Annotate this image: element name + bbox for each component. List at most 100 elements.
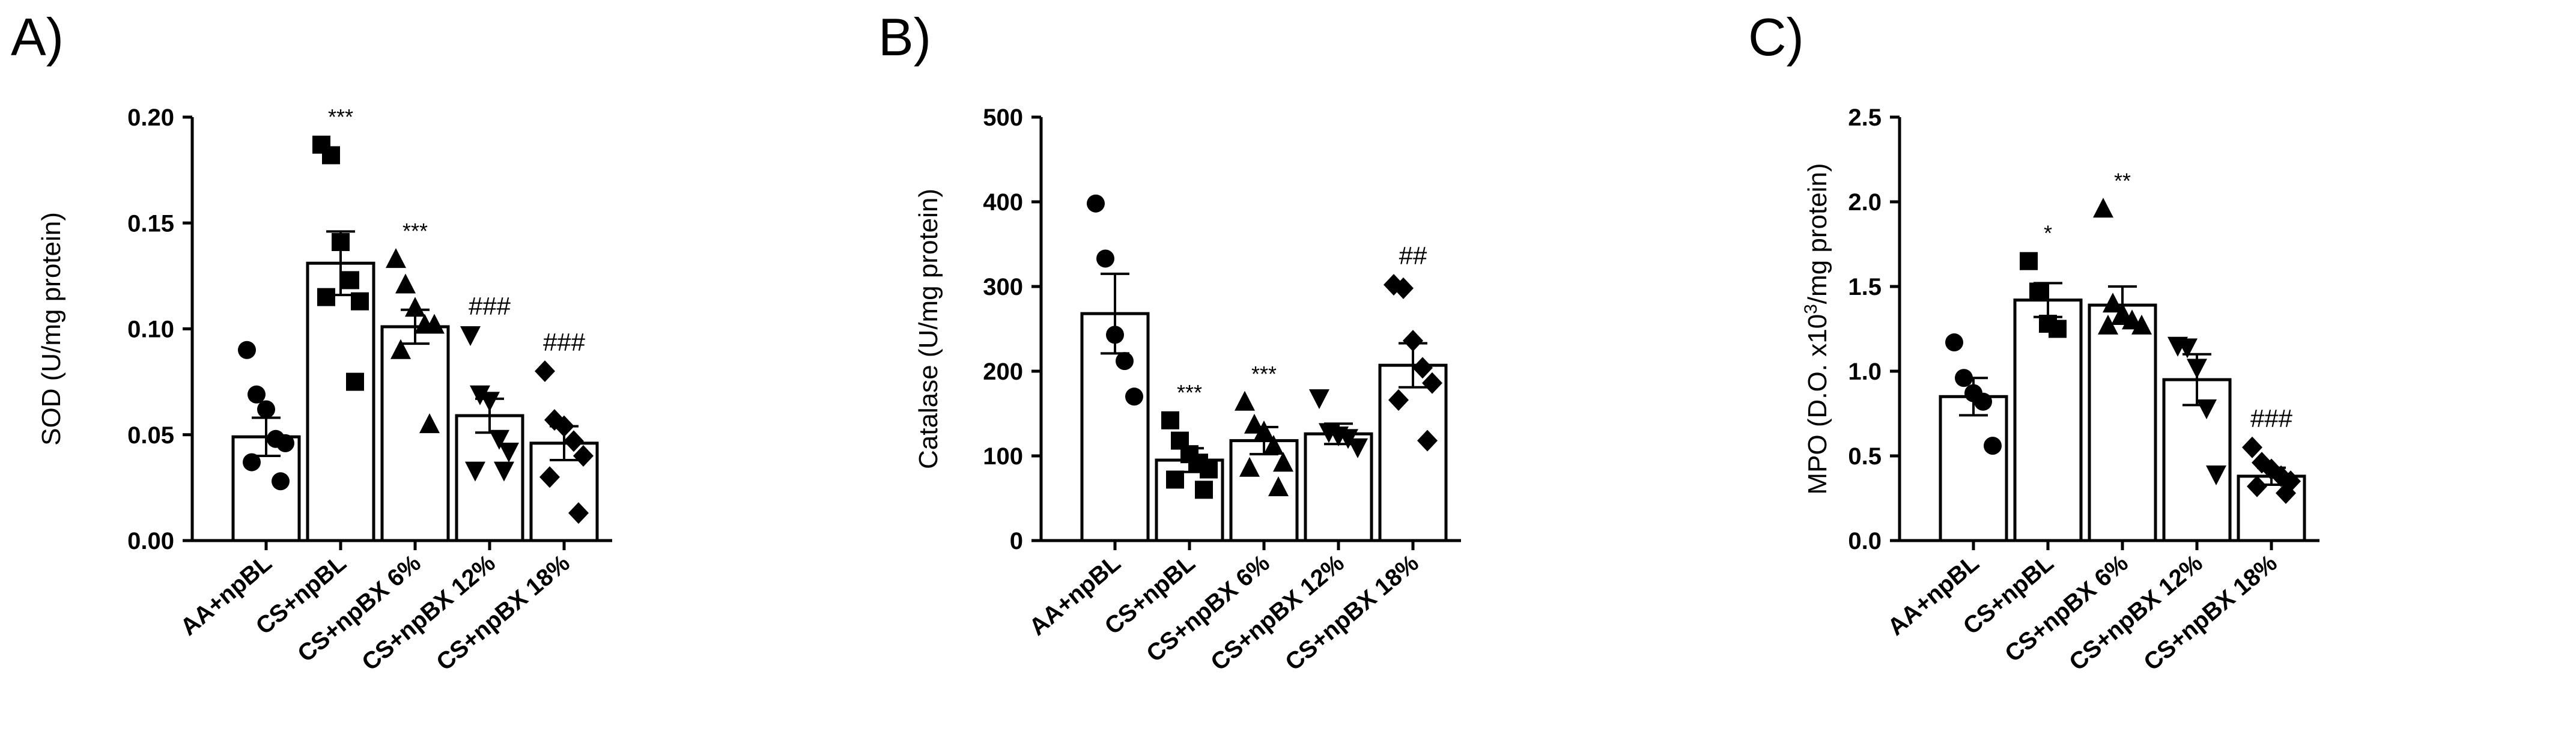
significance-marker: ## <box>1399 241 1427 270</box>
data-point-diamond <box>573 445 594 467</box>
bar <box>1378 363 1448 542</box>
data-point-triangle-up <box>390 339 411 359</box>
data-point-diamond <box>564 430 584 452</box>
data-point-square <box>346 372 364 391</box>
data-point-triangle-up <box>2131 314 2152 335</box>
data-point-square <box>2020 252 2038 270</box>
data-point-triangle-down <box>2206 465 2226 486</box>
significance-marker: *** <box>402 219 428 243</box>
data-point-diamond <box>535 360 555 382</box>
data-point-square <box>1200 460 1218 479</box>
data-point-triangle-down <box>470 385 490 405</box>
data-point-triangle-up <box>2103 293 2123 313</box>
y-tick-label: 500 <box>983 105 1023 131</box>
data-point-circle <box>1955 369 1973 387</box>
bar <box>1939 395 2008 542</box>
bar <box>2162 378 2232 542</box>
y-tick-label: 200 <box>983 359 1023 385</box>
data-point-triangle-down <box>1309 389 1329 410</box>
bar <box>1229 439 1299 542</box>
data-point-triangle-down <box>465 461 485 482</box>
y-axis-label-text: Catalase (U/mg protein) <box>914 189 943 469</box>
data-point-diamond <box>539 466 560 488</box>
data-point-diamond <box>1393 277 1414 299</box>
y-tick-label: 1.5 <box>1848 274 1882 300</box>
data-point-diamond <box>1403 330 1423 352</box>
y-axis-label: MPO (D.O. x103/mg protein) <box>1801 163 1832 494</box>
y-tick-label: 0.15 <box>127 210 174 237</box>
significance-marker: ### <box>469 292 511 320</box>
data-point-square <box>1195 481 1213 499</box>
data-point-square <box>332 232 350 251</box>
data-point-square <box>341 271 359 290</box>
data-point-circle <box>1096 249 1114 268</box>
data-point-triangle-up <box>386 248 406 268</box>
data-point-triangle-up <box>2098 314 2118 335</box>
significance-marker: * <box>2044 221 2052 246</box>
chart-panel-1: A) SOD (U/mg protein) 0.00 0.05 0.10 0.15 0.20… <box>11 7 612 676</box>
y-tick-label: 300 <box>983 274 1023 300</box>
data-point-circle <box>248 385 266 404</box>
chart-panel-3: C) MPO (D.O. x103/mg protein) 0.0 0.5 1.0 1.5… <box>1748 7 2319 676</box>
data-point-triangle-up <box>1244 413 1265 434</box>
y-tick-label: 100 <box>983 443 1023 470</box>
bar <box>2013 299 2083 542</box>
data-point-triangle-down <box>2187 359 2207 379</box>
data-point-square <box>1166 470 1184 489</box>
y-tick-label: 2.5 <box>1848 105 1882 131</box>
bar <box>455 414 524 542</box>
data-point-square <box>317 288 335 306</box>
data-point-triangle-up <box>1239 456 1260 477</box>
x-tick-label: CS+npBX 18% <box>431 550 575 676</box>
data-point-square <box>351 292 369 311</box>
data-point-circle <box>257 400 275 419</box>
panel-letter: A) <box>11 7 64 67</box>
x-tick-label: CS+npBX 18% <box>2139 550 2282 676</box>
y-axis-label-text: SOD (U/mg protein) <box>37 212 66 446</box>
data-point-triangle-up <box>2112 303 2133 323</box>
significance-marker: *** <box>1177 380 1202 405</box>
y-tick-label: 0 <box>1010 528 1023 554</box>
panel-letter: C) <box>1748 7 1804 67</box>
data-point-circle <box>1945 333 1963 352</box>
data-point-triangle-up <box>405 297 425 317</box>
y-tick-label: 0.5 <box>1848 443 1882 470</box>
data-point-circle <box>238 341 256 359</box>
y-tick-label: 0.10 <box>127 317 174 343</box>
data-point-triangle-up <box>1235 390 1255 411</box>
data-point-circle <box>1087 194 1105 213</box>
chart-panel-2: B) Catalase (U/mg protein) 0 100 200 300 400 50… <box>878 7 1461 676</box>
data-point-circle <box>276 434 294 452</box>
y-axis-label: Catalase (U/mg protein) <box>914 189 943 469</box>
data-point-triangle-up <box>1254 420 1274 441</box>
data-point-circle <box>1125 387 1143 406</box>
y-tick-label: 1.0 <box>1848 359 1882 385</box>
y-tick-label: 2.0 <box>1848 189 1882 216</box>
data-point-triangle-down <box>489 429 509 450</box>
data-point-triangle-up <box>419 413 440 434</box>
y-axis-label: SOD (U/mg protein) <box>37 212 66 446</box>
bar <box>2088 303 2157 542</box>
data-point-diamond <box>1388 389 1409 411</box>
data-point-diamond <box>568 502 589 524</box>
data-point-square <box>322 146 340 165</box>
bar <box>380 325 450 542</box>
y-axis-label-text: MPO (D.O. x10 <box>1803 314 1832 495</box>
significance-marker: *** <box>328 105 353 129</box>
data-point-triangle-down <box>499 442 519 462</box>
data-point-triangle-down <box>2196 399 2217 420</box>
data-point-square <box>2049 320 2067 338</box>
y-axis-label-tail: /mg protein) <box>1803 163 1832 304</box>
data-point-triangle-down <box>460 326 481 347</box>
data-point-circle <box>1106 326 1124 344</box>
panel-letter: B) <box>878 7 931 67</box>
data-point-circle <box>1974 392 1992 411</box>
data-point-triangle-up <box>1268 476 1289 497</box>
data-point-triangle-down <box>1347 438 1368 458</box>
significance-marker: *** <box>1251 362 1277 386</box>
x-tick-label: CS+npBX 12% <box>2064 550 2208 676</box>
significance-marker: ** <box>2114 168 2131 193</box>
data-point-diamond <box>2276 482 2296 505</box>
data-point-diamond <box>1417 429 1438 452</box>
